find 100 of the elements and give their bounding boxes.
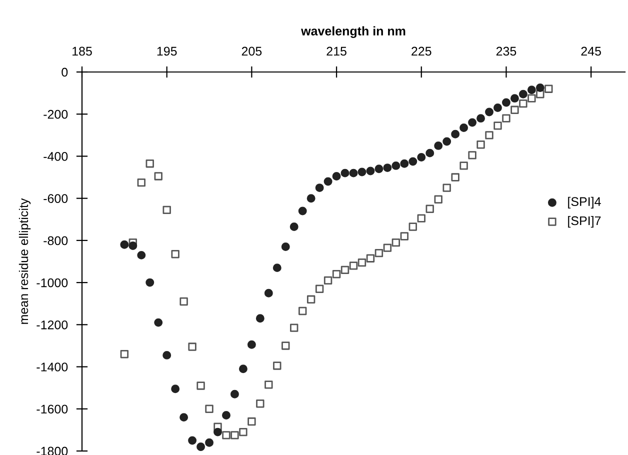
point	[238, 364, 248, 374]
point	[256, 400, 264, 408]
point	[290, 324, 298, 332]
point	[180, 413, 188, 422]
point	[256, 314, 264, 323]
point	[290, 222, 298, 231]
point	[222, 431, 230, 440]
point	[451, 173, 460, 182]
x-axis-title: wavelength in nm	[301, 26, 406, 38]
y-tick-label: -1200	[36, 320, 68, 330]
point	[468, 118, 477, 127]
point	[518, 90, 528, 98]
x-tick-label: 225	[412, 46, 432, 56]
point	[128, 241, 138, 250]
point	[400, 232, 409, 240]
point	[137, 250, 146, 260]
point	[442, 184, 451, 192]
point	[485, 131, 494, 140]
point	[408, 222, 417, 231]
point	[434, 141, 443, 150]
point	[417, 153, 426, 162]
point	[324, 276, 332, 285]
point	[120, 350, 129, 358]
x-tick-label: 235	[496, 46, 516, 56]
point	[536, 84, 544, 92]
point	[332, 270, 341, 278]
point	[171, 384, 180, 394]
point	[374, 248, 384, 258]
point	[298, 206, 307, 216]
y-tick-label: -200	[44, 110, 68, 119]
point	[306, 295, 316, 304]
point	[315, 184, 324, 192]
point	[180, 297, 188, 306]
point	[146, 278, 154, 287]
point	[154, 318, 163, 327]
y-tick-label: -600	[44, 194, 68, 203]
point	[340, 266, 350, 274]
point	[358, 258, 366, 267]
point	[248, 417, 256, 426]
point	[188, 436, 197, 445]
point	[366, 166, 375, 176]
point	[485, 108, 494, 116]
y-axis-title: mean residue ellipticity	[18, 198, 31, 324]
point	[214, 428, 222, 436]
point	[146, 159, 154, 168]
point	[426, 204, 434, 213]
point	[442, 137, 452, 146]
point	[239, 428, 248, 436]
point	[264, 288, 273, 298]
point	[162, 206, 171, 214]
x-tick-label: 245	[581, 46, 601, 56]
point	[392, 238, 400, 247]
point	[154, 172, 162, 180]
point	[230, 390, 239, 398]
point	[460, 124, 468, 132]
point	[451, 130, 460, 138]
point	[426, 148, 434, 158]
point	[383, 164, 392, 172]
y-tick-label: -1400	[36, 362, 68, 372]
point	[196, 382, 205, 390]
point	[510, 94, 519, 103]
point	[528, 94, 536, 102]
point	[527, 86, 536, 94]
point	[222, 410, 230, 420]
point	[366, 254, 375, 262]
point	[400, 159, 409, 168]
point	[519, 99, 528, 108]
point	[171, 250, 180, 258]
point	[502, 114, 510, 122]
point	[306, 194, 316, 203]
point	[205, 404, 214, 413]
legend-label: [SPI]4	[568, 196, 601, 208]
point	[417, 214, 426, 222]
point	[494, 122, 502, 130]
point	[392, 161, 400, 170]
point	[358, 168, 366, 176]
point	[510, 106, 519, 114]
point	[476, 114, 485, 123]
point	[264, 380, 273, 389]
legend-label: [SPI]7	[568, 216, 601, 228]
point	[502, 98, 510, 107]
point	[205, 438, 214, 447]
y-tick-label: -400	[44, 152, 68, 161]
point	[188, 342, 196, 351]
point	[383, 244, 392, 252]
point	[120, 240, 129, 249]
point	[374, 164, 384, 174]
point	[476, 140, 485, 149]
x-tick-label: 195	[157, 46, 177, 56]
point	[332, 172, 341, 180]
point	[282, 342, 290, 350]
point	[230, 431, 239, 440]
point	[298, 306, 307, 316]
point	[196, 442, 206, 451]
point	[281, 242, 290, 251]
y-tick-label: -1000	[36, 278, 68, 288]
point	[137, 178, 146, 187]
point	[324, 177, 332, 186]
point	[162, 350, 172, 360]
point	[273, 362, 282, 370]
